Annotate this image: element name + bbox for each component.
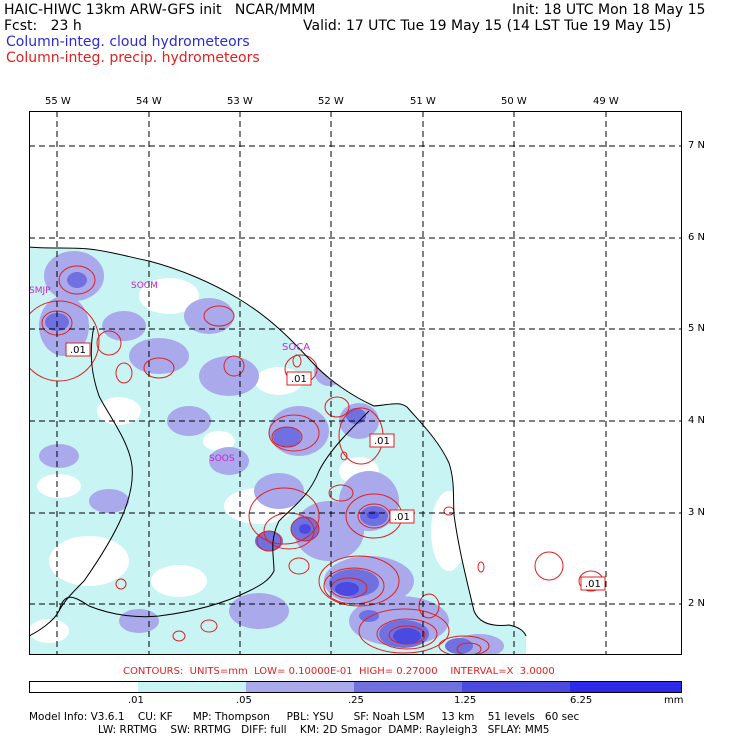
colorbar-label: 1.25 bbox=[454, 695, 477, 706]
lat-label-6n: 6 N bbox=[688, 232, 706, 243]
lon-label-54w: 54 W bbox=[136, 96, 162, 107]
map-frame bbox=[29, 111, 682, 655]
coastline bbox=[29, 246, 527, 637]
field-label-precip: Column-integ. precip. hydrometeors bbox=[6, 50, 260, 66]
lat-label-7n: 7 N bbox=[688, 140, 706, 151]
lon-label-49w: 49 W bbox=[593, 96, 619, 107]
forecast-map: SMJP SOCM SOCA SOOS .01 .01 .01 .01 .01 bbox=[29, 111, 682, 655]
border-suriname-guyana bbox=[29, 325, 133, 637]
colorbar-label: .05 bbox=[236, 695, 252, 706]
graticule bbox=[29, 111, 682, 655]
footer-physics-info: LW: RRTMG SW: RRTMG DIFF: full KM: 2D Sm… bbox=[98, 724, 550, 736]
station-smjp: SMJP bbox=[29, 286, 51, 296]
contour-label: .01 bbox=[70, 345, 86, 356]
contour-label: .01 bbox=[374, 436, 390, 447]
lat-label-4n: 4 N bbox=[688, 415, 706, 426]
colorbar-label: .01 bbox=[128, 695, 144, 706]
lon-label-51w: 51 W bbox=[410, 96, 436, 107]
colorbar-label: 6.25 bbox=[570, 695, 593, 706]
border-suriname-fguiana bbox=[58, 410, 370, 618]
header-valid-time: Valid: 17 UTC Tue 19 May 15 (14 LST Tue … bbox=[303, 18, 672, 34]
lat-label-5n: 5 N bbox=[688, 323, 706, 334]
contour-label: .01 bbox=[394, 512, 410, 523]
lon-label-50w: 50 W bbox=[501, 96, 527, 107]
colorbar-segment bbox=[246, 681, 354, 693]
colorbar-label: .25 bbox=[348, 695, 364, 706]
colorbar-units: mm bbox=[664, 695, 684, 706]
station-socm: SOCM bbox=[131, 281, 158, 291]
station-soos: SOOS bbox=[209, 454, 235, 464]
station-soca: SOCA bbox=[282, 342, 310, 353]
lat-label-2n: 2 N bbox=[688, 598, 706, 609]
colorbar-segment bbox=[462, 681, 570, 693]
colorbar-segment bbox=[29, 681, 138, 693]
contour-label: .01 bbox=[291, 374, 307, 385]
contour-label: .01 bbox=[585, 579, 601, 590]
colorbar-segment bbox=[354, 681, 462, 693]
colorbar bbox=[29, 681, 682, 693]
header-title: HAIC-HIWC 13km ARW-GFS init NCAR/MMM bbox=[4, 2, 316, 18]
lon-label-53w: 53 W bbox=[227, 96, 253, 107]
lat-label-3n: 3 N bbox=[688, 507, 706, 518]
lon-label-52w: 52 W bbox=[318, 96, 344, 107]
footer-model-info: Model Info: V3.6.1 CU: KF MP: Thompson P… bbox=[29, 711, 580, 723]
header-forecast-hour: Fcst: 23 h bbox=[4, 18, 82, 34]
header-init-time: Init: 18 UTC Mon 18 May 15 bbox=[512, 2, 706, 18]
colorbar-segment bbox=[570, 681, 682, 693]
lon-label-55w: 55 W bbox=[45, 96, 71, 107]
colorbar-segment bbox=[138, 681, 246, 693]
contour-info: CONTOURS: UNITS=mm LOW= 0.10000E-01 HIGH… bbox=[123, 666, 555, 677]
field-label-cloud: Column-integ. cloud hydrometeors bbox=[6, 34, 250, 50]
